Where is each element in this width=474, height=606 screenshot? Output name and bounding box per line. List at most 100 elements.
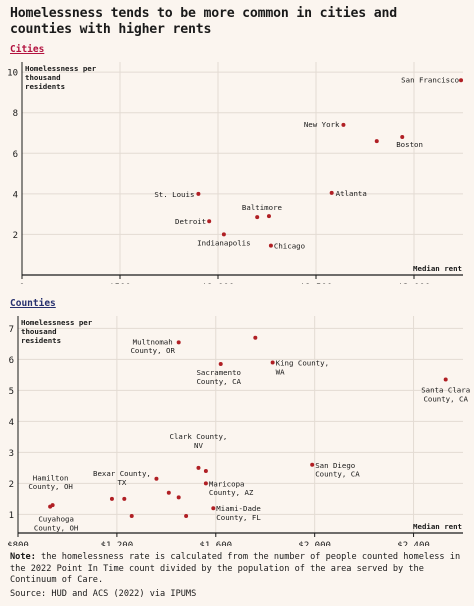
counties-data-point bbox=[129, 513, 134, 518]
counties-point-label-line: Miami-Dade bbox=[216, 504, 261, 513]
cities-data-point bbox=[266, 214, 271, 219]
counties-x-tick-label: $2,000 bbox=[298, 541, 331, 546]
counties-point-label: Hamilton County, OH bbox=[28, 473, 73, 491]
counties-point-label-line: Multnomah bbox=[133, 337, 173, 346]
counties-data-point bbox=[176, 340, 181, 345]
counties-data-point bbox=[203, 481, 208, 486]
counties-point-label-line: Clark County, bbox=[170, 432, 228, 441]
cities-data-point bbox=[196, 191, 201, 196]
cities-point-label: Boston bbox=[396, 140, 423, 149]
counties-point-label: Sacramento County, CA bbox=[196, 368, 241, 386]
cities-scatter-chart: 2 4 6 8 10 0 $500 $1,000 $1,500 $2,000 Homelessnes… bbox=[7, 62, 464, 284]
cities-point-label-line: San Francisco bbox=[401, 75, 459, 84]
cities-y-tick-label: 4 bbox=[13, 190, 18, 200]
counties-point-label-line: Bexar County, bbox=[93, 469, 151, 478]
cities-data-point bbox=[400, 135, 405, 140]
counties-point-label-line: San Diego bbox=[315, 461, 355, 470]
cities-point-label-line: New York bbox=[304, 120, 340, 129]
counties-point-label-line: County, CA bbox=[315, 470, 360, 479]
counties-point-label-line: WA bbox=[276, 367, 285, 376]
counties-point-label-line: Maricopa bbox=[209, 479, 245, 488]
counties-data-point bbox=[211, 506, 216, 511]
cities-y-tick-label: 6 bbox=[13, 150, 18, 160]
cities-section-label: Cities bbox=[10, 44, 45, 55]
cities-data-point bbox=[459, 78, 464, 83]
cities-point-label-line: Detroit bbox=[175, 217, 206, 226]
counties-data-point bbox=[109, 496, 114, 501]
counties-x-tick-label: $1,200 bbox=[101, 541, 134, 546]
cities-data-point bbox=[268, 243, 273, 248]
cities-point-label-line: Chicago bbox=[274, 242, 305, 251]
counties-y-tick-label: 3 bbox=[9, 449, 14, 459]
cities-data-point bbox=[255, 215, 260, 220]
cities-point-label: New York bbox=[304, 120, 340, 129]
counties-data-point bbox=[203, 469, 208, 473]
cities-y-tick-label: 8 bbox=[13, 109, 18, 119]
counties-data-point bbox=[218, 362, 223, 367]
counties-data-point bbox=[184, 513, 189, 518]
counties-point-label: Maricopa County, AZ bbox=[209, 479, 254, 497]
cities-data-point bbox=[221, 232, 226, 237]
counties-point-label-line: King County, bbox=[276, 359, 329, 368]
counties-point-label-line: County, OH bbox=[28, 482, 73, 491]
counties-data-point bbox=[176, 495, 181, 500]
counties-data-point bbox=[443, 377, 448, 382]
counties-y-axis-label-line: residents bbox=[21, 336, 61, 345]
cities-point-label-line: St. Louis bbox=[154, 190, 194, 199]
counties-point-label-line: County, OH bbox=[34, 523, 79, 532]
cities-point-label-line: Indianapolis bbox=[197, 238, 250, 247]
counties-y-axis-label: Homelessness per thousand residents bbox=[21, 318, 93, 345]
counties-point-label-line: TX bbox=[117, 478, 126, 487]
counties-point-label-line: Santa Clara bbox=[421, 386, 470, 395]
counties-data-point bbox=[154, 476, 159, 481]
counties-point-label-line: County, OR bbox=[130, 346, 175, 355]
figure-title: Homelessness tends to be more common in … bbox=[10, 6, 397, 37]
counties-data-point bbox=[270, 360, 275, 365]
cities-x-tick-label: $500 bbox=[109, 283, 131, 284]
cities-point-label-line: Atlanta bbox=[336, 189, 367, 198]
cities-data-point bbox=[329, 190, 334, 195]
cities-x-tick-label: $1,000 bbox=[202, 283, 235, 284]
counties-y-tick-label: 4 bbox=[9, 418, 14, 428]
cities-y-axis-label-line: Homelessness per bbox=[25, 64, 97, 73]
note-label: Note: bbox=[10, 552, 36, 562]
counties-y-tick-label: 7 bbox=[9, 325, 14, 335]
counties-data-point bbox=[166, 490, 171, 495]
cities-point-label-line: Baltimore bbox=[242, 203, 283, 212]
cities-y-tick-label: 10 bbox=[7, 69, 18, 79]
cities-point-label: Chicago bbox=[274, 242, 305, 251]
counties-y-axis-label-line: thousand bbox=[21, 327, 57, 336]
counties-point-label-line: County, FL bbox=[216, 513, 261, 522]
counties-point-label: Miami-Dade County, FL bbox=[216, 504, 261, 522]
cities-point-label: St. Louis bbox=[154, 190, 194, 199]
footnote: Note: the homelessness rate is calculate… bbox=[10, 552, 466, 587]
cities-data-point bbox=[374, 139, 379, 144]
cities-y-axis-label: Homelessness per thousand residents bbox=[25, 64, 97, 91]
counties-y-tick-label: 2 bbox=[9, 480, 14, 490]
counties-point-label-line: Sacramento bbox=[196, 368, 241, 377]
counties-point-label-line: Cuyahoga bbox=[38, 515, 74, 524]
counties-point-label-line: NV bbox=[194, 441, 203, 450]
counties-data-point bbox=[310, 462, 315, 467]
counties-scatter-chart: 1 2 3 4 5 6 7 $800 $1,200 $1,600 $2,000 $2,400 Homel… bbox=[7, 316, 470, 546]
counties-point-label: Cuyahoga County, OH bbox=[34, 515, 79, 533]
counties-point-label: Clark County, NV bbox=[170, 432, 228, 450]
counties-point-label: San Diego County, CA bbox=[315, 461, 360, 479]
counties-point-label-line: Hamilton bbox=[33, 473, 69, 482]
counties-section-label: Counties bbox=[10, 298, 56, 309]
cities-x-tick-label: $2,000 bbox=[398, 283, 431, 284]
cities-point-label: Atlanta bbox=[336, 189, 367, 198]
counties-x-tick-label: $800 bbox=[7, 541, 29, 546]
cities-point-label: Detroit bbox=[175, 217, 206, 226]
counties-x-axis-label: Median rent bbox=[413, 522, 462, 531]
cities-data-point bbox=[207, 219, 212, 224]
counties-point-label: Multnomah County, OR bbox=[130, 337, 175, 355]
counties-point-label-line: County, CA bbox=[196, 377, 241, 386]
counties-point-label-line: County, AZ bbox=[209, 488, 254, 497]
cities-y-axis-label-line: residents bbox=[25, 82, 65, 91]
cities-point-label: Indianapolis bbox=[197, 238, 250, 247]
cities-x-tick-label: 0 bbox=[19, 283, 24, 284]
cities-y-tick-label: 2 bbox=[13, 231, 18, 241]
cities-point-label-line: Boston bbox=[396, 140, 423, 149]
counties-data-point bbox=[48, 504, 53, 509]
